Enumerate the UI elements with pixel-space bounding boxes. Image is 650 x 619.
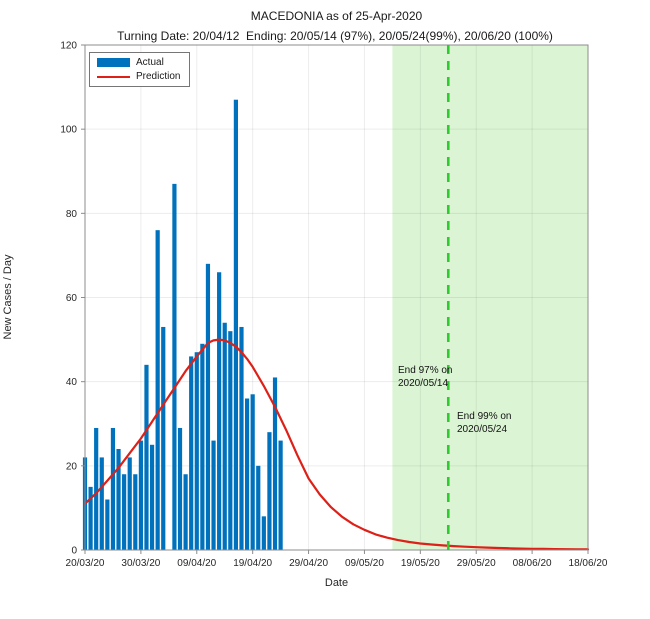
y-tick-label: 120 (60, 41, 77, 52)
x-tick-label: 29/04/20 (289, 558, 328, 569)
y-tick-label: 0 (71, 546, 77, 557)
x-tick-label: 09/05/20 (345, 558, 384, 569)
actual-bar (99, 457, 104, 550)
annotation-end-99-line1: End 99% on (457, 411, 512, 422)
y-tick-label: 80 (66, 209, 78, 220)
y-tick-label: 40 (66, 377, 78, 388)
legend-actual-swatch (97, 58, 130, 67)
actual-bar (239, 326, 244, 550)
x-tick-label: 30/03/20 (121, 558, 160, 569)
actual-bar (144, 364, 149, 550)
actual-bar (155, 230, 160, 550)
actual-bar (133, 474, 138, 550)
actual-bar (149, 444, 155, 550)
x-tick-label: 18/06/20 (569, 558, 608, 569)
annotation-end-97-line2: 2020/05/14 (398, 378, 449, 389)
actual-bar (183, 474, 188, 550)
y-tick-label: 100 (60, 125, 77, 136)
actual-bar (211, 440, 216, 550)
actual-bar (250, 394, 255, 550)
legend-prediction-swatch (97, 75, 130, 78)
actual-bar (127, 457, 132, 550)
x-tick-label: 19/05/20 (401, 558, 440, 569)
actual-bar (267, 432, 272, 550)
annotation-end-97-line1: End 97% on (398, 365, 453, 376)
actual-bar (244, 398, 250, 550)
actual-bar (116, 449, 121, 550)
actual-bar (200, 343, 205, 550)
actual-bar (233, 99, 238, 550)
x-tick-label: 20/03/20 (66, 558, 105, 569)
legend-entry-prediction: Prediction (97, 71, 180, 82)
legend: Actual Prediction (89, 52, 191, 87)
actual-bar (172, 183, 177, 550)
actual-bar (222, 322, 227, 550)
ending-window-region (392, 45, 588, 550)
actual-bar (278, 440, 283, 550)
x-tick-label: 19/04/20 (233, 558, 272, 569)
x-tick-label: 09/04/20 (177, 558, 216, 569)
chart-subtitle: Turning Date: 20/04/12 Ending: 20/05/14 … (117, 29, 553, 43)
actual-bar (110, 427, 116, 550)
x-axis-label: Date (324, 577, 349, 589)
annotation-end-99-line2: 2020/05/24 (457, 424, 508, 435)
legend-prediction-label: Prediction (136, 71, 181, 82)
annotation-end-99: End 99% on 2020/05/24 (457, 410, 512, 436)
actual-bar (256, 465, 261, 550)
actual-bar (138, 440, 143, 550)
actual-bar (94, 427, 99, 550)
annotation-end-97: End 97% on 2020/05/14 (398, 364, 453, 390)
actual-bar (261, 516, 266, 550)
y-tick-label: 60 (66, 293, 78, 304)
chart-title: MACEDONIA as of 25-Apr-2020 (250, 9, 423, 23)
actual-bar (88, 486, 93, 550)
actual-bar (194, 352, 199, 550)
actual-bar (161, 326, 166, 550)
actual-bar (122, 474, 127, 550)
actual-bar (189, 356, 194, 550)
legend-entry-actual: Actual (97, 57, 180, 68)
actual-bar (217, 272, 222, 550)
actual-bar (205, 263, 211, 550)
actual-bar (228, 331, 233, 550)
x-tick-label: 08/06/20 (513, 558, 552, 569)
actual-bar (272, 377, 278, 550)
legend-actual-label: Actual (136, 57, 164, 68)
actual-bar (105, 499, 110, 550)
y-tick-label: 20 (66, 461, 78, 472)
prediction-curve (83, 338, 590, 551)
x-tick-label: 29/05/20 (457, 558, 496, 569)
actual-bar (177, 427, 183, 550)
